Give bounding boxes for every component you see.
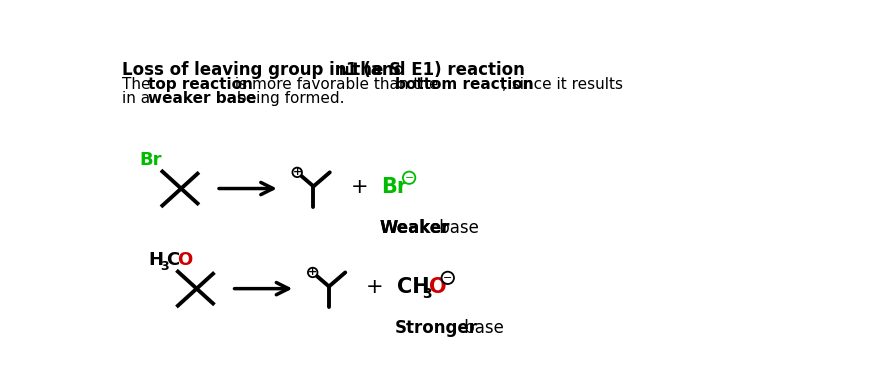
Text: N: N: [338, 65, 349, 78]
Text: is more favorable than the: is more favorable than the: [229, 77, 443, 92]
Circle shape: [403, 172, 416, 184]
Text: +: +: [308, 268, 317, 278]
Text: O: O: [430, 277, 447, 297]
Text: Stronger: Stronger: [395, 319, 478, 338]
Text: Weaker: Weaker: [380, 219, 450, 237]
Text: top reaction: top reaction: [148, 77, 253, 92]
Text: The: The: [122, 77, 156, 92]
Text: base: base: [434, 219, 479, 237]
Text: 3: 3: [159, 260, 168, 273]
Text: −: −: [443, 273, 453, 283]
Text: , since it results: , since it results: [502, 77, 623, 92]
Text: being formed.: being formed.: [232, 91, 345, 106]
Text: CH: CH: [397, 277, 430, 297]
Text: +: +: [366, 277, 384, 297]
Circle shape: [308, 268, 317, 277]
Text: Br: Br: [140, 151, 162, 169]
Text: base: base: [460, 319, 504, 338]
Text: +: +: [351, 177, 369, 197]
Circle shape: [292, 168, 302, 177]
Text: H: H: [148, 251, 163, 269]
Text: Loss of leaving group in the S: Loss of leaving group in the S: [122, 61, 401, 79]
Text: in a: in a: [122, 91, 155, 106]
Text: −: −: [404, 173, 414, 183]
Text: weaker base: weaker base: [148, 91, 256, 106]
Text: Weaker: Weaker: [380, 219, 450, 237]
Text: Br: Br: [381, 177, 408, 197]
Text: bottom reaction: bottom reaction: [395, 77, 533, 92]
Text: +: +: [292, 167, 302, 177]
Text: O: O: [176, 251, 192, 269]
Text: 1 (and E1) reaction: 1 (and E1) reaction: [346, 61, 525, 79]
Text: 3: 3: [422, 287, 431, 301]
Text: C: C: [167, 251, 180, 269]
Circle shape: [441, 272, 454, 284]
